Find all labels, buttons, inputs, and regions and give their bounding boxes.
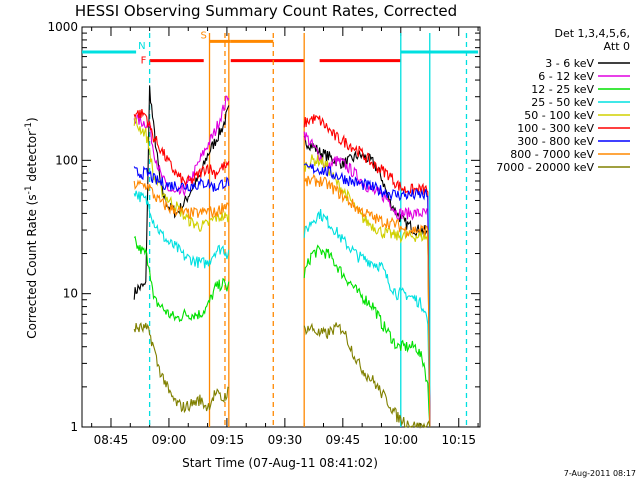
x-tick-label: 09:30: [268, 433, 303, 447]
y-axis-label-part: detector: [25, 131, 39, 186]
y-axis-label-superscript: -1: [24, 122, 34, 131]
series-line: [133, 95, 431, 428]
x-tick-label: 10:15: [441, 433, 476, 447]
x-tick-label: 10:00: [383, 433, 418, 447]
series-layer: [133, 85, 431, 430]
legend-label: 3 - 6 keV: [545, 57, 594, 70]
x-tick-label: 09:45: [326, 433, 361, 447]
y-tick-label: 10: [63, 287, 78, 301]
axes-layer: 1 10 100 1000 08:45 09:00 09:15 09:30 09:45 10:00…: [47, 20, 481, 447]
plot-frame: [81, 26, 481, 428]
series-line: [133, 235, 431, 428]
saa-flag-label: S: [201, 30, 207, 41]
series-line: [133, 190, 431, 428]
series-line: [133, 173, 431, 428]
legend-label: 800 - 7000 keV: [510, 148, 594, 161]
y-axis-label-part: Corrected Count Rate (s: [25, 194, 39, 338]
legend-label: 12 - 25 keV: [531, 83, 594, 96]
legend-label: 50 - 100 keV: [524, 109, 594, 122]
series-line: [133, 322, 431, 430]
legend-title: Det 1,3,4,5,6,: [554, 27, 630, 40]
series-line: [133, 162, 431, 428]
legend-title: Att 0: [604, 40, 630, 53]
series-line: [133, 85, 431, 428]
y-axis-label-part: ): [25, 117, 39, 122]
y-tick-label: 100: [55, 153, 78, 167]
legend-label: 300 - 800 keV: [517, 135, 594, 148]
y-axis-label: Corrected Count Rate (s-1 detector-1): [24, 117, 39, 338]
flare-flag-label: F: [141, 56, 147, 67]
eclipse-flag-label: N: [138, 41, 145, 52]
y-axis-label-superscript: -1: [24, 185, 34, 194]
x-tick-label: 09:00: [152, 433, 187, 447]
legend-label: 7000 - 20000 keV: [496, 161, 594, 174]
y-tick-label: 1000: [47, 20, 78, 34]
y-tick-label: 1: [70, 420, 78, 434]
series-line: [133, 109, 431, 428]
legend-label: 25 - 50 keV: [531, 96, 594, 109]
x-tick-label: 08:45: [94, 433, 129, 447]
flags-layer: NF S: [82, 30, 479, 67]
date-stamp: 7-Aug-2011 08:17: [564, 469, 636, 478]
chart-title: HESSI Observing Summary Count Rates, Cor…: [75, 2, 457, 20]
legend-label: 100 - 300 keV: [517, 122, 594, 135]
x-tick-label: 09:15: [210, 433, 245, 447]
x-axis-label: Start Time (07-Aug-11 08:41:02): [182, 456, 378, 470]
legend-label: 6 - 12 keV: [538, 70, 594, 83]
